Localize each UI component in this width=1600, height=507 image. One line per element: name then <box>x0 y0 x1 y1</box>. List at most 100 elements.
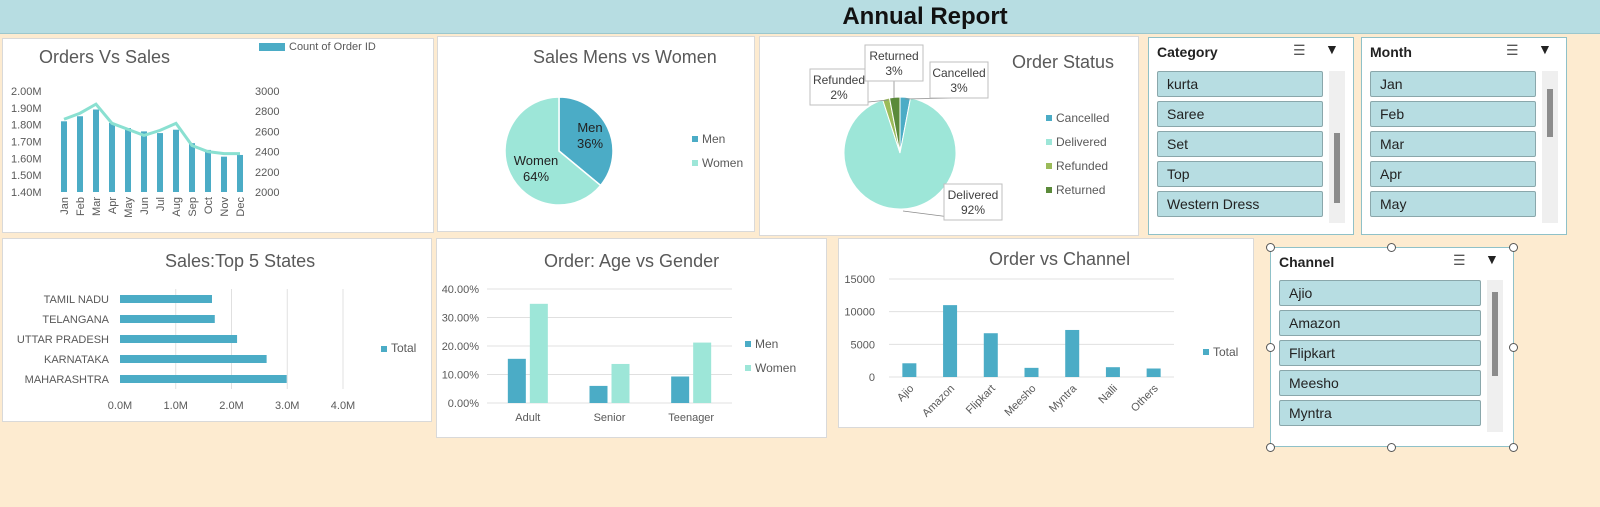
slicer-item[interactable]: Apr <box>1370 161 1536 187</box>
legend-label: Women <box>702 156 743 170</box>
legend-swatch <box>381 346 387 352</box>
legend-swatch <box>1203 349 1209 355</box>
slicer-item[interactable]: Myntra <box>1279 400 1481 426</box>
multiselect-icon[interactable]: ☰ <box>1293 42 1306 58</box>
slicer-item[interactable]: Top <box>1157 161 1323 187</box>
resize-handle[interactable] <box>1509 343 1518 352</box>
scroll-thumb[interactable] <box>1492 292 1498 376</box>
bar <box>693 342 712 403</box>
bar <box>125 128 131 192</box>
y-tick-label: 1.60M <box>11 153 42 165</box>
legend-swatch <box>745 365 751 371</box>
slicer-item[interactable]: Flipkart <box>1279 340 1481 366</box>
bar <box>507 358 526 403</box>
legend-label: Returned <box>1056 183 1105 197</box>
bar <box>157 133 163 192</box>
callout-value: 3% <box>885 64 903 78</box>
callout-value: 2% <box>830 88 848 102</box>
chart-title: Order Status <box>1012 52 1114 72</box>
slicer-item[interactable]: Jan <box>1370 71 1536 97</box>
legend-swatch <box>692 160 698 166</box>
slicer-item[interactable]: Amazon <box>1279 310 1481 336</box>
x-tick-label: Feb <box>75 197 87 216</box>
y-tick-label: 10.00% <box>442 370 480 382</box>
x-tick-label: Jul <box>155 197 167 211</box>
bar <box>611 363 630 403</box>
multiselect-icon[interactable]: ☰ <box>1506 42 1519 58</box>
order-status-panel: Order Status Cancelled 3% Delivered 92% Refun… <box>759 36 1139 236</box>
legend-label: Count of Order ID <box>289 41 376 53</box>
y2-tick-label: 2600 <box>255 126 279 138</box>
slicer-item[interactable]: Feb <box>1370 101 1536 127</box>
x-tick-label: 4.0M <box>331 400 355 412</box>
scrollbar[interactable] <box>1487 280 1503 432</box>
legend-label: Total <box>391 341 416 355</box>
multiselect-icon[interactable]: ☰ <box>1453 252 1466 268</box>
data-label: Men <box>577 120 602 135</box>
resize-handle[interactable] <box>1266 243 1275 252</box>
scroll-thumb[interactable] <box>1334 133 1340 203</box>
x-tick-label: 0.0M <box>108 400 132 412</box>
resize-handle[interactable] <box>1387 443 1396 452</box>
orders-vs-sales-chart: Orders Vs Sales 1.40M 1.50M 1.60M 1.70M 1.80M… <box>11 41 376 218</box>
month-slicer[interactable]: Month ☰ ▼ Jan Feb Mar Apr May <box>1361 37 1567 235</box>
orders-vs-sales-panel: Orders Vs Sales 1.40M 1.50M 1.60M 1.70M 1.80M… <box>2 38 434 233</box>
slicer-item[interactable]: May <box>1370 191 1536 217</box>
clear-filter-icon[interactable]: ▼ <box>1538 41 1552 57</box>
bar <box>120 375 287 383</box>
order-status-chart: Order StatusCancelled3%Delivered92%Refun… <box>809 44 1114 221</box>
data-label: 36% <box>577 136 603 151</box>
resize-handle[interactable] <box>1266 343 1275 352</box>
series-line <box>63 102 240 156</box>
slicer-item[interactable]: Saree <box>1157 101 1323 127</box>
resize-handle[interactable] <box>1266 443 1275 452</box>
x-tick-label: Sep <box>187 197 199 217</box>
bar <box>1024 367 1039 377</box>
slicer-item[interactable]: Western Dress <box>1157 191 1323 217</box>
resize-handle[interactable] <box>1509 443 1518 452</box>
y-tick-label: KARNATAKA <box>44 354 110 366</box>
y-tick-label: 40.00% <box>442 284 480 296</box>
scroll-thumb[interactable] <box>1547 89 1553 137</box>
channel-slicer-title: Channel <box>1279 254 1335 270</box>
callout-label: Refunded <box>813 73 865 87</box>
x-tick-label: Myntra <box>1047 382 1080 415</box>
legend-swatch <box>1046 163 1052 169</box>
scrollbar[interactable] <box>1329 71 1345 223</box>
y-tick-label: 15000 <box>844 274 875 286</box>
clear-filter-icon[interactable]: ▼ <box>1325 41 1339 57</box>
channel-slicer[interactable]: Channel ☰ ▼ Ajio Amazon Flipkart Meesho … <box>1270 247 1514 447</box>
data-label: Women <box>514 153 559 168</box>
resize-handle[interactable] <box>1387 243 1396 252</box>
callout-label: Delivered <box>948 188 999 202</box>
top-states-chart: Sales:Top 5 States 0.0M 1.0M 2.0M 3.0M 4.0M TA… <box>17 251 416 412</box>
bar <box>173 129 179 192</box>
legend-swatch <box>259 43 285 51</box>
bar <box>109 122 115 192</box>
legend-label: Delivered <box>1056 135 1107 149</box>
slicer-item[interactable]: Ajio <box>1279 280 1481 306</box>
slicer-item[interactable]: Mar <box>1370 131 1536 157</box>
x-tick-label: Meesho <box>1002 383 1038 419</box>
slicer-item[interactable]: Meesho <box>1279 370 1481 396</box>
y-tick-label: TELANGANA <box>42 314 109 326</box>
clear-filter-icon[interactable]: ▼ <box>1485 251 1499 267</box>
resize-handle[interactable] <box>1509 243 1518 252</box>
category-slicer[interactable]: Category ☰ ▼ kurta Saree Set Top Western… <box>1148 37 1354 235</box>
y-tick-label: 10000 <box>844 307 875 319</box>
order-channel-panel: Order vs Channel 0 5000 10000 15000 Ajio Amazo… <box>838 238 1254 428</box>
x-tick-label: Amazon <box>920 383 957 420</box>
slicer-item[interactable]: kurta <box>1157 71 1323 97</box>
bar <box>120 355 267 363</box>
bar <box>61 121 67 192</box>
month-slicer-title: Month <box>1370 44 1412 60</box>
scrollbar[interactable] <box>1542 71 1558 223</box>
y-tick-label: MAHARASHTRA <box>25 374 110 386</box>
x-tick-label: Teenager <box>668 412 714 424</box>
y-tick-label: 1.90M <box>11 103 42 115</box>
legend-label: Total <box>1213 345 1238 359</box>
bar <box>120 295 212 303</box>
y2-tick-label: 2000 <box>255 187 279 199</box>
callout-value: 92% <box>961 203 985 217</box>
slicer-item[interactable]: Set <box>1157 131 1323 157</box>
